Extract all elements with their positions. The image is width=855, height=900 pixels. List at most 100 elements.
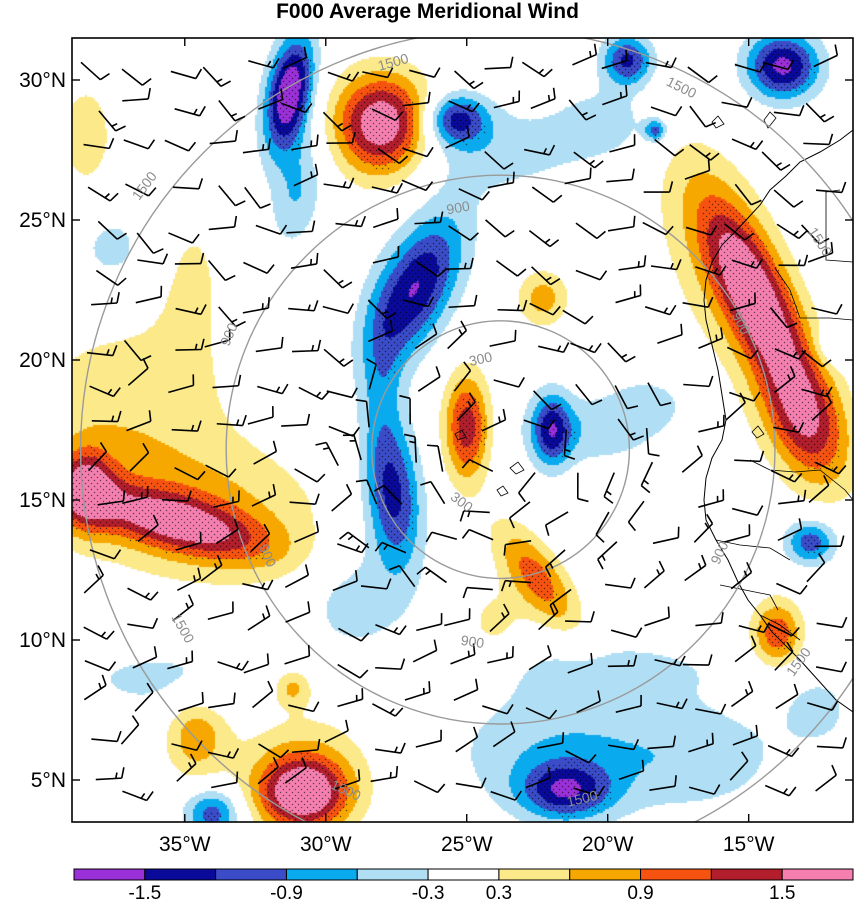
wind-barb	[242, 297, 270, 314]
wind-barb	[801, 349, 832, 368]
wind-barb	[764, 784, 797, 797]
wind-barb	[729, 751, 749, 781]
wind-barb	[815, 661, 848, 673]
wind-barb	[370, 765, 399, 783]
wind-barb	[805, 102, 835, 123]
wind-barb	[420, 480, 446, 505]
wind-barb	[324, 719, 349, 743]
wind-barb	[371, 182, 403, 194]
wind-barb	[213, 490, 240, 508]
wind-barb	[373, 484, 403, 505]
wind-barb	[618, 759, 645, 781]
wind-barb	[602, 84, 628, 106]
wind-barb	[698, 489, 725, 508]
wind-barb	[126, 410, 152, 432]
y-tick-label: 15°N	[19, 489, 66, 512]
wind-barb	[331, 483, 353, 512]
wind-barb	[337, 663, 369, 679]
wind-barb	[253, 440, 278, 465]
plot-frame	[71, 37, 854, 823]
wind-barb	[83, 674, 107, 701]
wind-barb	[575, 269, 608, 281]
wind-barb	[642, 221, 674, 236]
wind-barb	[202, 66, 232, 87]
ring-label: 300	[467, 348, 493, 369]
wind-barb	[288, 300, 319, 312]
wind-barb	[120, 715, 140, 745]
wind-barb	[724, 524, 751, 543]
wind-barb	[416, 566, 447, 584]
wind-barb	[91, 292, 120, 306]
wind-barb	[243, 261, 275, 274]
wind-barb	[168, 374, 195, 394]
wind-barb	[178, 691, 204, 712]
wind-barb	[129, 442, 150, 472]
wind-barb	[729, 292, 756, 312]
wind-barb	[284, 644, 311, 665]
wind-barb	[89, 549, 122, 560]
wind-barb	[216, 414, 247, 427]
wind-barb	[609, 134, 636, 153]
wind-barb	[607, 342, 636, 363]
wind-barb	[604, 577, 636, 589]
wind-barb	[544, 511, 569, 536]
wind-barb	[172, 178, 204, 190]
wind-barb	[762, 59, 795, 71]
wind-barb	[207, 259, 236, 282]
wind-barb	[776, 582, 808, 595]
wind-barb	[734, 635, 757, 663]
wind-barb	[218, 185, 246, 207]
wind-barb	[448, 294, 478, 309]
wind-barb	[95, 767, 125, 781]
wind-barb	[497, 299, 528, 312]
wind-barb	[252, 680, 274, 709]
wind-barb	[684, 554, 707, 582]
wind-barb	[91, 730, 122, 743]
wind-barb	[770, 469, 803, 483]
wind-barb	[687, 66, 718, 84]
wind-barb	[250, 523, 271, 553]
x-tick-label: 35°W	[159, 833, 211, 856]
wind-barb	[294, 468, 326, 483]
colorbar-label: 0.3	[486, 883, 512, 900]
wind-barb	[136, 232, 164, 255]
colorbar-label: -1.5	[128, 883, 161, 900]
wind-barb	[615, 284, 642, 304]
y-tick-label: 25°N	[19, 209, 66, 232]
wind-barb	[121, 68, 152, 86]
wind-barb	[693, 513, 714, 543]
wind-barb	[767, 744, 800, 758]
wind-barb	[125, 183, 157, 197]
wind-barb	[171, 420, 202, 432]
wind-barb	[682, 296, 714, 308]
wind-barb	[731, 258, 764, 269]
wind-barb	[614, 385, 639, 410]
wind-barb	[367, 299, 397, 320]
wind-barb	[280, 102, 313, 114]
wind-barb	[415, 261, 447, 278]
wind-barb	[200, 554, 223, 582]
wind-barb	[127, 358, 149, 386]
wind-barb	[525, 707, 558, 720]
wind-barb	[83, 137, 115, 150]
wind-barb	[244, 186, 271, 209]
wind-barb	[689, 144, 720, 161]
wind-barb	[608, 739, 640, 751]
wind-barb	[565, 611, 595, 623]
wind-barb	[375, 658, 406, 670]
wind-barb	[377, 147, 409, 165]
wind-barb	[531, 186, 563, 203]
wind-barb	[518, 472, 536, 503]
wind-barb	[412, 639, 438, 663]
colorbar-swatch	[144, 868, 217, 881]
wind-barb	[204, 328, 231, 348]
wind-barb	[773, 366, 796, 394]
wind-barb	[493, 90, 521, 109]
wind-barb	[374, 541, 407, 554]
wind-barb	[461, 528, 494, 541]
wind-barb	[402, 91, 431, 107]
wind-barb	[811, 392, 833, 421]
wind-barb	[409, 67, 441, 78]
wind-barb	[175, 304, 207, 316]
wind-barb	[360, 578, 392, 590]
